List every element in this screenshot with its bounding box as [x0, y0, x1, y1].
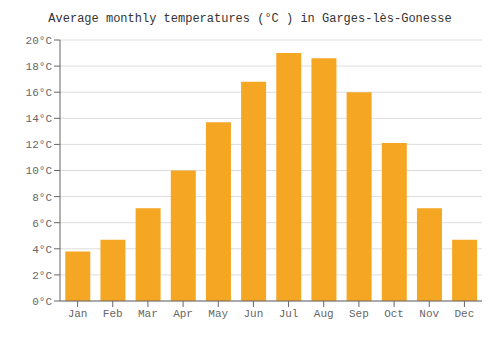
svg-text:20°C: 20°C — [26, 35, 53, 47]
svg-text:Feb: Feb — [103, 308, 123, 320]
svg-text:Dec: Dec — [455, 308, 475, 320]
svg-text:10°C: 10°C — [26, 165, 53, 177]
svg-text:6°C: 6°C — [32, 218, 52, 230]
svg-text:2°C: 2°C — [32, 270, 52, 282]
svg-text:14°C: 14°C — [26, 113, 53, 125]
svg-text:May: May — [208, 308, 228, 320]
svg-text:Sep: Sep — [349, 308, 369, 320]
svg-text:0°C: 0°C — [32, 296, 52, 308]
svg-text:Jan: Jan — [68, 308, 88, 320]
svg-text:Oct: Oct — [384, 308, 404, 320]
html-text:Average monthly temperatures (: Average monthly temperatures (°C ) in Ga… — [48, 12, 452, 26]
svg-text:18°C: 18°C — [26, 61, 53, 73]
svg-text:Aug: Aug — [314, 308, 334, 320]
svg-text:12°C: 12°C — [26, 139, 53, 151]
svg-text:16°C: 16°C — [26, 87, 53, 99]
svg-text:8°C: 8°C — [32, 192, 52, 204]
svg-text:4°C: 4°C — [32, 244, 52, 256]
svg-text:Nov: Nov — [419, 308, 439, 320]
svg-text:Jun: Jun — [244, 308, 264, 320]
svg-text:Apr: Apr — [173, 308, 193, 320]
svg-text:Mar: Mar — [138, 308, 158, 320]
svg-text:Jul: Jul — [279, 308, 299, 320]
